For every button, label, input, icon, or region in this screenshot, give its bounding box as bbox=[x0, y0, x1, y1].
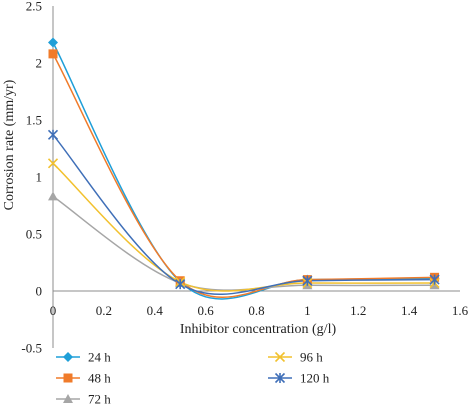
legend-marker bbox=[63, 352, 73, 362]
legend-label: 48 h bbox=[88, 371, 111, 386]
legend-item: 120 h bbox=[268, 371, 330, 386]
data-point bbox=[47, 129, 59, 140]
legend-item: 24 h bbox=[56, 350, 111, 365]
x-tick-label: 0.8 bbox=[248, 303, 264, 318]
legend-marker bbox=[63, 373, 73, 383]
legend-label: 120 h bbox=[300, 371, 330, 386]
series-lines bbox=[52, 42, 435, 300]
legend-label: 96 h bbox=[300, 350, 323, 365]
y-tick-label: 0.5 bbox=[26, 227, 42, 242]
x-tick-label: 0.2 bbox=[96, 303, 112, 318]
legend-item: 48 h bbox=[56, 371, 111, 386]
y-axis-title: Corrosion rate (mm/yr) bbox=[2, 79, 17, 210]
y-tick-label: 2.5 bbox=[26, 0, 42, 14]
x-tick-label: 0.4 bbox=[147, 303, 164, 318]
x-tick-label: 1 bbox=[304, 303, 311, 318]
legend-label: 72 h bbox=[88, 392, 111, 406]
x-tick-labels: 0 0.2 0.4 0.6 0.8 1 1.2 1.4 1.6 bbox=[50, 303, 469, 318]
data-point bbox=[47, 158, 59, 169]
y-tick-label: 1.5 bbox=[26, 113, 42, 128]
data-point bbox=[429, 274, 440, 285]
legend-item: 72 h bbox=[56, 392, 111, 406]
data-point bbox=[48, 37, 58, 48]
series-line-2 bbox=[52, 53, 435, 298]
data-point bbox=[302, 275, 313, 286]
data-point bbox=[48, 191, 58, 201]
y-tick-label: 1 bbox=[36, 170, 43, 185]
legend-item: 96 h bbox=[268, 350, 323, 365]
y-tick-labels: -0.5 0 0.5 1 1.5 2 2.5 bbox=[21, 0, 42, 356]
y-tick-label: 0 bbox=[36, 284, 43, 299]
series-markers bbox=[47, 37, 440, 290]
x-tick-label: 1.2 bbox=[350, 303, 366, 318]
legend-marker bbox=[274, 351, 286, 363]
x-tick-label: 0 bbox=[50, 303, 57, 318]
x-tick-label: 0.6 bbox=[198, 303, 215, 318]
legend-label: 24 h bbox=[88, 350, 111, 365]
data-point bbox=[48, 49, 58, 59]
y-tick-label: 2 bbox=[36, 56, 43, 71]
y-tick-label: -0.5 bbox=[21, 341, 42, 356]
x-tick-label: 1.4 bbox=[401, 303, 418, 318]
series-line-4 bbox=[52, 162, 435, 292]
legend-marker bbox=[63, 394, 73, 403]
x-tick-label: 1.6 bbox=[452, 303, 469, 318]
series-line-5 bbox=[52, 134, 435, 296]
data-point bbox=[429, 280, 440, 290]
legend: 24 h 48 h 72 h 96 h 120 h bbox=[56, 350, 330, 406]
legend-marker bbox=[274, 372, 286, 384]
data-point bbox=[175, 279, 186, 290]
x-axis-title: Inhibitor concentration (g/l) bbox=[180, 322, 337, 337]
